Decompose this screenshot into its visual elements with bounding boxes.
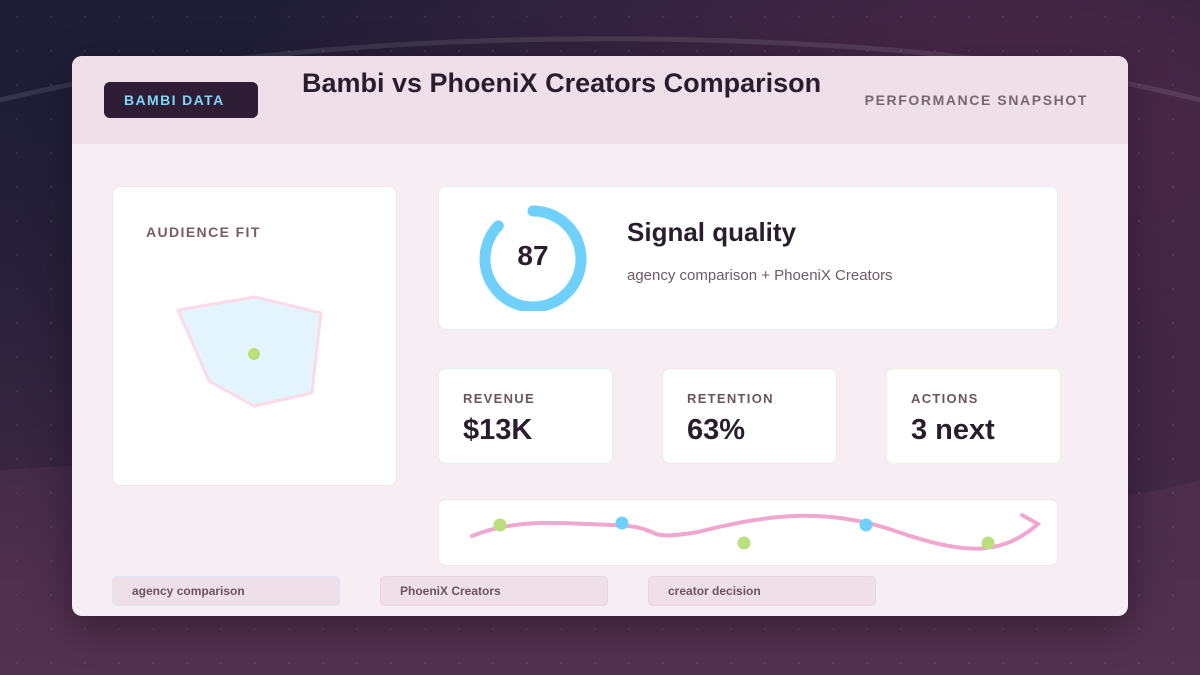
chip-creator-decision[interactable]: creator decision <box>648 576 876 606</box>
metric-card-revenue: REVENUE $13K <box>438 368 613 464</box>
chip-phoenix-creators[interactable]: PhoeniX Creators <box>380 576 608 606</box>
gauge-arc <box>479 205 587 311</box>
trend-sparkline <box>469 512 1041 551</box>
trend-panel <box>438 499 1058 566</box>
signal-quality-panel: 87 Signal quality agency comparison + Ph… <box>438 186 1058 330</box>
metric-label: REVENUE <box>463 391 535 406</box>
signal-score: 87 <box>517 240 549 271</box>
metric-value: $13K <box>463 414 533 446</box>
audience-radar <box>176 295 323 408</box>
signal-title: Signal quality <box>627 217 797 247</box>
radar-center-dot <box>248 348 260 360</box>
trend-dot-green <box>981 536 994 549</box>
metric-value: 63% <box>687 414 746 446</box>
trend-dot-green <box>493 518 506 531</box>
trend-dot-green <box>737 536 750 549</box>
audience-fit-panel: AUDIENCE FIT <box>112 186 397 486</box>
audience-fit-label: AUDIENCE FIT <box>146 224 261 240</box>
signal-subtitle: agency comparison + PhoeniX Creators <box>627 267 893 284</box>
page-title: Bambi vs PhoeniX Creators Comparison <box>302 68 822 98</box>
dashboard-card: BAMBI DATA Bambi vs PhoeniX Creators Com… <box>72 56 1128 616</box>
snapshot-label: PERFORMANCE SNAPSHOT <box>864 92 1088 108</box>
chip-agency-comparison[interactable]: agency comparison <box>112 576 340 606</box>
brand-badge[interactable]: BAMBI DATA <box>104 82 258 118</box>
metric-label: ACTIONS <box>911 391 979 406</box>
trend-line <box>469 512 1041 551</box>
signal-gauge <box>479 205 587 311</box>
metric-card-retention: RETENTION 63% <box>662 368 837 464</box>
metric-card-actions: ACTIONS 3 next <box>886 368 1061 464</box>
metric-value: 3 next <box>911 414 995 446</box>
card-header: BAMBI DATA Bambi vs PhoeniX Creators Com… <box>72 56 1128 144</box>
trend-dot-blue <box>615 516 628 529</box>
metric-label: RETENTION <box>687 391 774 406</box>
trend-dot-blue <box>859 518 872 531</box>
